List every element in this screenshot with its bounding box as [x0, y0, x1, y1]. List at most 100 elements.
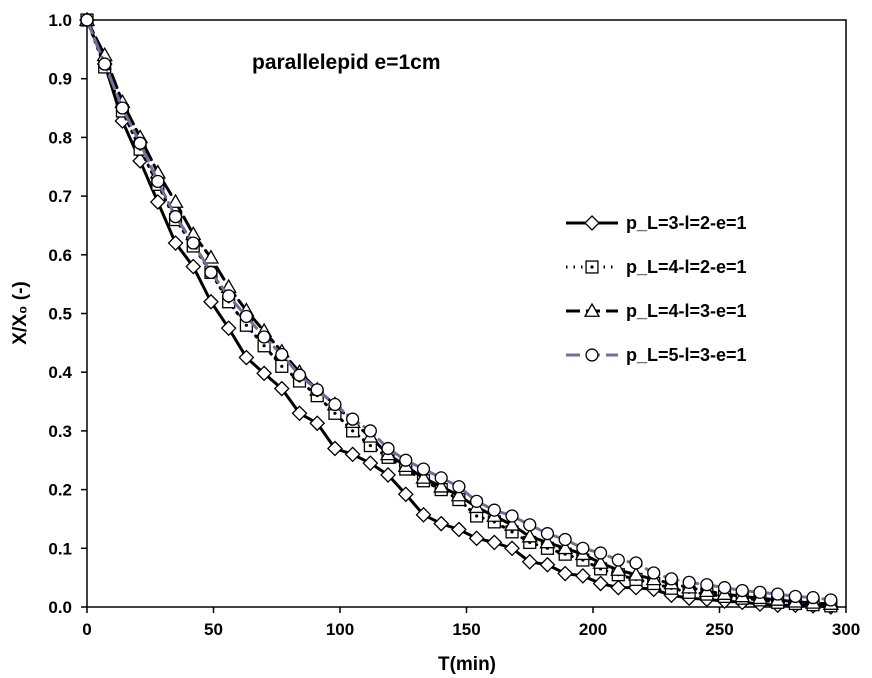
data-point	[202, 249, 220, 264]
data-point-dot	[244, 323, 248, 327]
data-point-dot	[475, 514, 479, 518]
data-point	[238, 349, 255, 366]
data-point	[433, 478, 450, 493]
data-point	[682, 575, 696, 589]
data-point	[539, 556, 556, 573]
data-point	[327, 440, 343, 457]
legend-label: p_L=4-l=3-e=1	[626, 301, 747, 321]
y-tick-label: 0.6	[48, 246, 72, 265]
data-point	[664, 572, 679, 586]
data-point	[558, 532, 572, 547]
data-point	[415, 469, 432, 484]
data-point	[824, 593, 838, 607]
data-point	[627, 566, 645, 581]
data-point-dot	[510, 530, 514, 534]
x-tick-label: 200	[579, 620, 607, 639]
data-point	[222, 289, 236, 303]
data-point	[539, 534, 556, 549]
data-point	[470, 494, 484, 508]
data-point	[380, 467, 396, 483]
x-tick-label: 100	[326, 620, 354, 639]
x-axis-title: T(min)	[438, 654, 496, 675]
data-point	[735, 583, 749, 598]
data-point-dot	[590, 265, 594, 269]
y-tick-label: 0.2	[48, 481, 72, 500]
data-point	[397, 486, 414, 503]
data-point	[593, 546, 608, 560]
legend-label: p_L=5-l=3-e=1	[626, 345, 747, 365]
data-point	[416, 462, 431, 476]
data-point	[381, 441, 395, 456]
data-point	[167, 235, 184, 251]
data-point	[168, 210, 183, 224]
data-point	[98, 57, 112, 71]
x-tick-label: 150	[452, 620, 480, 639]
data-point	[592, 554, 609, 569]
data-point	[592, 575, 609, 592]
data-point	[574, 567, 591, 584]
data-point	[717, 581, 732, 595]
data-point	[310, 383, 324, 397]
series-layer	[78, 11, 839, 615]
x-tick-label: 300	[832, 620, 860, 639]
data-point	[344, 446, 361, 463]
data-point	[700, 578, 714, 592]
y-tick-label: 0.9	[48, 70, 72, 89]
data-point	[583, 302, 601, 317]
data-point	[363, 424, 377, 438]
data-point	[204, 265, 218, 280]
data-point	[185, 258, 202, 275]
axes: 0 50 100 150 200 250 300 0.0 0.1 0.2 0.3 0.4 0.5 0.6 0…	[48, 11, 860, 639]
data-point	[788, 589, 803, 604]
data-point	[328, 397, 342, 412]
data-point	[450, 487, 468, 502]
y-tick-label: 0.7	[48, 187, 72, 206]
data-point	[257, 330, 271, 344]
data-point	[806, 591, 820, 605]
data-point	[415, 506, 432, 523]
data-point	[220, 320, 237, 337]
legend-label: p_L=4-l=2-e=1	[626, 257, 747, 277]
y-tick-label: 0.8	[48, 128, 72, 147]
data-point	[611, 553, 625, 567]
data-point-dot	[280, 364, 284, 368]
data-point-dot	[351, 429, 355, 433]
y-tick-label: 0.3	[48, 422, 72, 441]
data-point	[151, 174, 165, 189]
data-point	[504, 540, 520, 557]
data-point	[576, 541, 590, 555]
data-point	[450, 521, 467, 538]
data-point	[203, 293, 219, 310]
data-point	[115, 101, 130, 115]
x-tick-label: 50	[204, 620, 223, 639]
y-tick-label: 0.4	[48, 363, 72, 382]
data-point	[468, 530, 485, 547]
data-point	[275, 347, 289, 362]
legend-item: p_L=4-l=3-e=1	[566, 301, 747, 321]
data-point	[647, 566, 661, 580]
chart-annotation: parallelepid e=1cm	[252, 51, 441, 74]
data-point	[610, 561, 627, 576]
data-point-dot	[368, 443, 372, 448]
data-point	[133, 136, 147, 150]
legend-label: p_L=3-l=2-e=1	[626, 213, 747, 233]
y-axis-title: X/X₀ (-)	[10, 281, 31, 344]
y-tick-label: 0.5	[48, 305, 72, 324]
x-tick-label: 250	[705, 620, 733, 639]
data-point	[585, 260, 599, 274]
data-point	[584, 215, 600, 231]
data-point	[503, 516, 521, 531]
data-point	[291, 405, 308, 422]
data-point-dot	[333, 411, 337, 415]
data-point	[275, 359, 289, 373]
series-4	[80, 13, 838, 607]
legend-item: p_L=5-l=3-e=1	[566, 345, 747, 365]
data-point	[557, 539, 574, 555]
y-tick-label: 0.1	[48, 539, 72, 558]
data-point	[80, 13, 94, 27]
data-point	[239, 309, 253, 324]
data-point	[753, 585, 767, 599]
y-tick-label: 1.0	[48, 11, 72, 30]
data-point	[186, 236, 200, 250]
data-point	[433, 515, 450, 532]
